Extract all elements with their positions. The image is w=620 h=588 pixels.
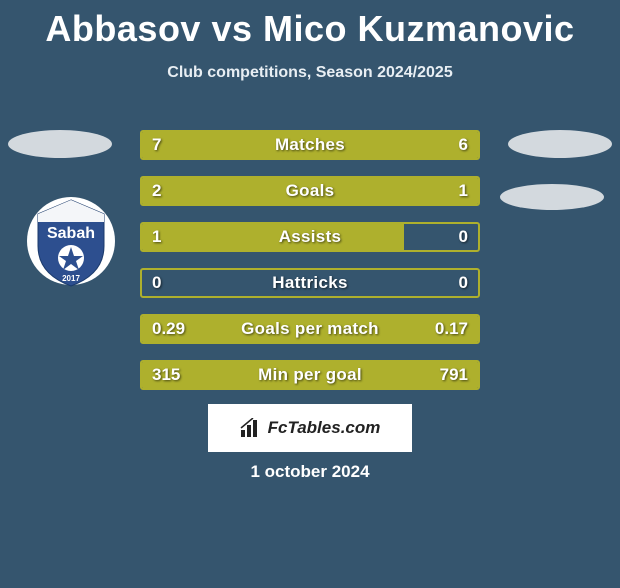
svg-text:2017: 2017 <box>62 274 80 283</box>
stat-row: 315791Min per goal <box>140 360 480 390</box>
stat-row: 0.290.17Goals per match <box>140 314 480 344</box>
date-label: 1 october 2024 <box>0 462 620 482</box>
stat-row: 76Matches <box>140 130 480 160</box>
page-title: Abbasov vs Mico Kuzmanovic <box>0 8 620 50</box>
stat-label: Hattricks <box>142 270 478 296</box>
stat-row: 00Hattricks <box>140 268 480 298</box>
watermark-text: FcTables.com <box>268 418 381 438</box>
stat-label: Goals per match <box>142 316 478 342</box>
club-badge-left: Sabah 2017 <box>26 186 116 296</box>
player-photo-right-placeholder <box>508 130 612 158</box>
stat-row: 21Goals <box>140 176 480 206</box>
watermark: FcTables.com <box>208 404 412 452</box>
club-badge-right-placeholder <box>500 184 604 210</box>
stat-label: Matches <box>142 132 478 158</box>
chart-icon <box>240 418 262 438</box>
comparison-stats: 76Matches 21Goals 10Assists 00Hattricks 0.29… <box>140 130 480 406</box>
stat-label: Assists <box>142 224 478 250</box>
player-photo-left-placeholder <box>8 130 112 158</box>
svg-text:Sabah: Sabah <box>47 225 95 242</box>
stat-label: Goals <box>142 178 478 204</box>
subtitle: Club competitions, Season 2024/2025 <box>0 64 620 82</box>
stat-label: Min per goal <box>142 362 478 388</box>
stat-row: 10Assists <box>140 222 480 252</box>
